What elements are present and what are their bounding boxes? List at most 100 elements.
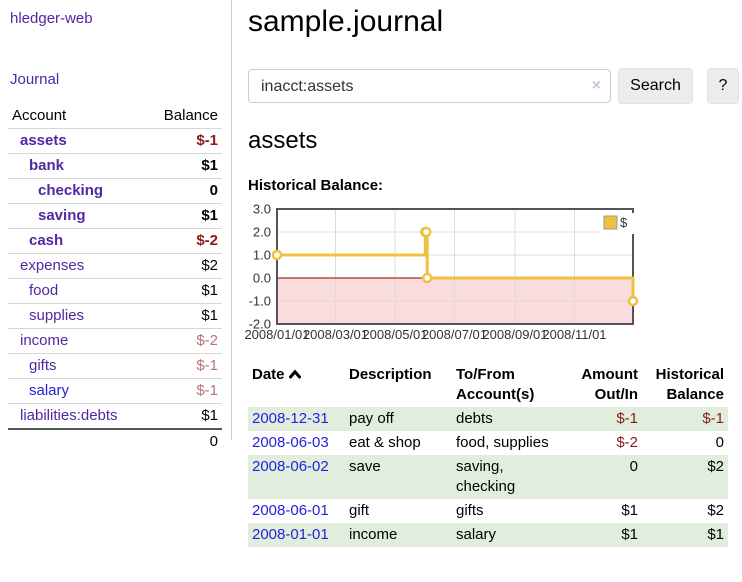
register-description-cell: save [349, 458, 381, 475]
account-link[interactable]: cash [29, 232, 64, 249]
register-accounts-cell: salary [456, 526, 497, 543]
account-row: salary $-1 [8, 378, 222, 404]
account-link[interactable]: assets [20, 132, 67, 149]
account-balance: $-1 [146, 353, 222, 379]
accounts-table: Account Balance assets $-1 bank $1 checking 0… [8, 104, 222, 454]
page-title: sample.journal [248, 5, 444, 38]
search-box: × [248, 69, 611, 103]
register-accounts-cell: gifts [456, 502, 484, 519]
register-description-cell: income [349, 526, 398, 543]
account-link[interactable]: gifts [29, 357, 57, 374]
register-amount-cell: $-2 [616, 434, 638, 451]
account-heading: assets [248, 127, 318, 154]
search-button[interactable]: Search [618, 68, 693, 104]
svg-text:0.0: 0.0 [253, 271, 271, 286]
account-link[interactable]: food [29, 282, 59, 299]
clear-search-icon[interactable]: × [591, 77, 601, 94]
date-link[interactable]: 2008-12-31 [252, 410, 329, 427]
help-button[interactable]: ? [707, 68, 739, 104]
register-description-cell: gift [349, 502, 370, 519]
svg-text:2008/09/01: 2008/09/01 [482, 327, 547, 342]
account-row: checking 0 [8, 178, 222, 204]
accounts-header-balance: Balance [163, 107, 218, 124]
register-accounts-cell: saving, checking [456, 458, 516, 495]
account-balance: $1 [146, 153, 222, 179]
svg-text:2008/05/01: 2008/05/01 [362, 327, 427, 342]
account-link[interactable]: expenses [20, 257, 85, 274]
chart-title: Historical Balance: [248, 177, 384, 194]
account-balance: $1 [146, 203, 222, 229]
account-row: supplies $1 [8, 303, 222, 329]
account-balance: $1 [146, 303, 222, 329]
account-row: saving $1 [8, 203, 222, 229]
account-row: bank $1 [8, 153, 222, 179]
register-date-cell: 2008-06-03 [248, 431, 345, 455]
register-description-cell: pay off [349, 410, 394, 427]
register-balance-cell: $1 [707, 526, 724, 543]
svg-text:2008/03/01: 2008/03/01 [303, 327, 368, 342]
search-row: × Search ? [248, 68, 740, 104]
register-amount-cell: $-1 [616, 410, 638, 427]
register-balance-cell: $2 [707, 502, 724, 519]
svg-text:-1.0: -1.0 [249, 294, 271, 309]
register-date-cell: 2008-01-01 [248, 523, 345, 547]
date-link[interactable]: 2008-01-01 [252, 526, 329, 543]
account-link[interactable]: supplies [29, 307, 85, 324]
account-row: income $-2 [8, 328, 222, 354]
register-accounts-cell: debts [456, 410, 493, 427]
account-balance: $-2 [146, 228, 222, 254]
register-balance-cell: $-1 [702, 410, 724, 427]
main-content: sample.journal × Search ? assets Histori… [244, 0, 740, 547]
account-link[interactable]: bank [29, 157, 65, 174]
account-row: food $1 [8, 278, 222, 304]
accounts-header-row: Account Balance [8, 104, 222, 129]
register-date-cell: 2008-12-31 [248, 407, 345, 431]
account-row: liabilities:debts $1 [8, 403, 222, 429]
search-input[interactable] [259, 71, 588, 103]
account-link[interactable]: saving [38, 207, 86, 224]
register-header-accounts[interactable]: To/From Account(s) [456, 366, 535, 403]
register-balance-cell: $2 [707, 458, 724, 475]
date-link[interactable]: 2008-06-02 [252, 458, 329, 475]
accounts-header-account: Account [12, 107, 67, 124]
date-link[interactable]: 2008-06-03 [252, 434, 329, 451]
account-link[interactable]: liabilities:debts [20, 407, 118, 424]
register-row: 2008-06-03 eat & shop food, supplies $-2 0 [248, 431, 728, 455]
accounts-total-row: 0 [8, 428, 222, 454]
svg-text:2008/01/01: 2008/01/01 [244, 327, 309, 342]
account-link[interactable]: salary [29, 382, 70, 399]
account-balance: $2 [146, 253, 222, 279]
account-balance: $-1 [146, 378, 222, 404]
svg-text:-2.0: -2.0 [249, 317, 271, 332]
nav-journal-link[interactable]: Journal [10, 71, 60, 88]
register-balance-cell: 0 [715, 434, 724, 451]
register-amount-cell: $1 [621, 526, 638, 543]
register-header-balance[interactable]: Historical Balance [655, 366, 724, 403]
register-row: 2008-06-02 save saving, checking 0 $2 [248, 455, 728, 499]
account-balance: $1 [146, 403, 222, 429]
app-brand[interactable]: hledger-web [10, 10, 93, 27]
svg-text:2.0: 2.0 [253, 225, 271, 240]
register-header-date[interactable]: Date [248, 363, 345, 407]
account-link[interactable]: checking [38, 182, 104, 199]
sidebar: hledger-web Journal Account Balance asse… [0, 0, 232, 454]
register-header-row: Date Description To/From Account(s) Amou… [248, 363, 728, 407]
register-header-amount[interactable]: Amount Out/In [581, 366, 638, 403]
svg-text:3.0: 3.0 [253, 202, 271, 217]
register-header-description[interactable]: Description [349, 366, 432, 383]
historical-balance-chart[interactable]: $3.0 2.0 1.0 0.0 -1.0 -2.0 2008/01/01 2008/03/0… [243, 202, 643, 350]
account-balance: $-1 [146, 128, 222, 154]
accounts-total-value: 0 [146, 428, 222, 454]
register-row: 2008-01-01 income salary $1 $1 [248, 523, 728, 547]
svg-text:$: $ [620, 215, 628, 230]
register-description-cell: eat & shop [349, 434, 421, 451]
date-link[interactable]: 2008-06-01 [252, 502, 329, 519]
account-balance: $1 [146, 278, 222, 304]
svg-text:2008/07/01: 2008/07/01 [422, 327, 487, 342]
register-table: Date Description To/From Account(s) Amou… [248, 363, 728, 547]
register-date-cell: 2008-06-02 [248, 455, 345, 499]
account-link[interactable]: income [20, 332, 69, 349]
register-amount-cell: $1 [621, 502, 638, 519]
svg-text:1.0: 1.0 [253, 248, 271, 263]
account-row: assets $-1 [8, 128, 222, 154]
